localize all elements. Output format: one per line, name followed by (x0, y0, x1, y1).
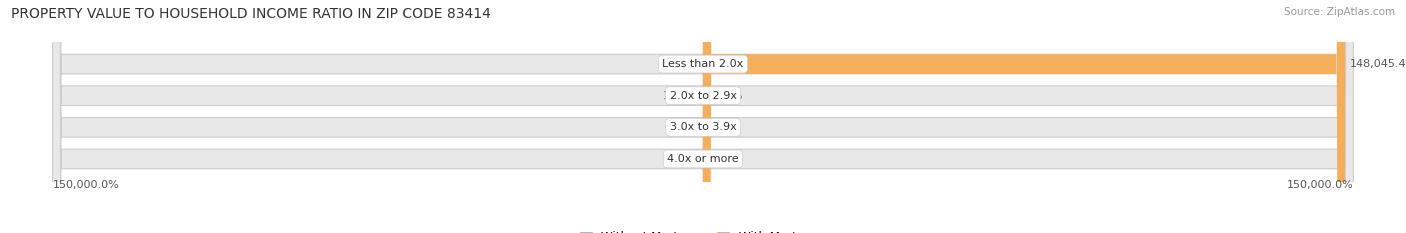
Text: 150,000.0%: 150,000.0% (1286, 180, 1354, 190)
FancyBboxPatch shape (52, 0, 1354, 233)
Text: 0.0%: 0.0% (669, 122, 697, 132)
FancyBboxPatch shape (703, 0, 1346, 233)
Text: 148,045.4%: 148,045.4% (1350, 59, 1406, 69)
Text: 150,000.0%: 150,000.0% (52, 180, 120, 190)
Text: PROPERTY VALUE TO HOUSEHOLD INCOME RATIO IN ZIP CODE 83414: PROPERTY VALUE TO HOUSEHOLD INCOME RATIO… (11, 7, 491, 21)
FancyBboxPatch shape (52, 0, 1354, 233)
Text: 12.0%: 12.0% (709, 91, 744, 101)
Text: 11.3%: 11.3% (662, 59, 697, 69)
Text: 4.0x or more: 4.0x or more (668, 154, 738, 164)
Text: Source: ZipAtlas.com: Source: ZipAtlas.com (1284, 7, 1395, 17)
FancyBboxPatch shape (52, 0, 1354, 233)
Text: 3.0x to 3.9x: 3.0x to 3.9x (669, 122, 737, 132)
Text: Less than 2.0x: Less than 2.0x (662, 59, 744, 69)
Text: 24.1%: 24.1% (709, 154, 744, 164)
Text: 0.0%: 0.0% (709, 122, 737, 132)
Legend: Without Mortgage, With Mortgage: Without Mortgage, With Mortgage (575, 226, 831, 233)
Text: 78.3%: 78.3% (662, 154, 697, 164)
Text: 10.4%: 10.4% (662, 91, 697, 101)
Text: 2.0x to 2.9x: 2.0x to 2.9x (669, 91, 737, 101)
FancyBboxPatch shape (52, 0, 1354, 233)
